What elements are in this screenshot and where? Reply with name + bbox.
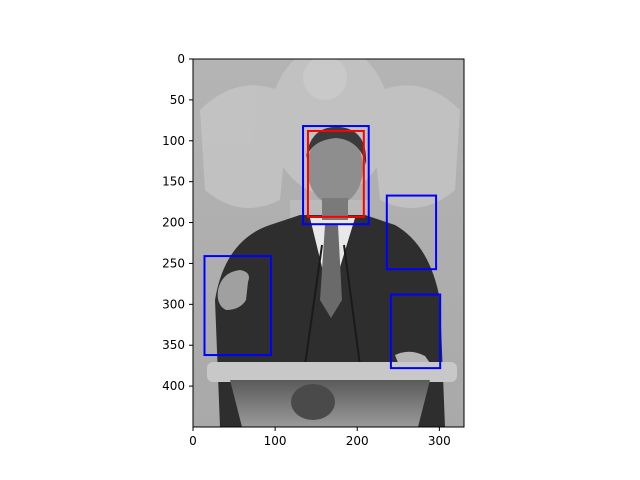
x-tick-label: 300	[428, 434, 451, 448]
x-tick-label: 200	[346, 434, 369, 448]
axis-ticks: 0 100 200 300 0 50 100 150 200 250 300 350 400	[162, 52, 451, 448]
raised-hand	[217, 270, 249, 310]
bounding-box-face-red	[306, 129, 365, 218]
y-tick-label: 100	[162, 134, 185, 148]
x-tick-label: 100	[264, 434, 287, 448]
bounding-box-right-hand-blue	[389, 293, 442, 370]
speaker-photo	[193, 59, 464, 427]
axes-frame	[192, 58, 465, 428]
bounding-box-right-blue	[385, 194, 438, 271]
y-tick-label: 200	[162, 216, 185, 230]
y-tick-label: 50	[170, 93, 185, 107]
podium	[207, 362, 457, 427]
bounding-box-head-blue	[302, 125, 370, 226]
bounding-box-left-hand-blue	[203, 255, 273, 357]
x-tick-label: 0	[189, 434, 197, 448]
eagle-emblem-podium	[291, 384, 335, 420]
y-tick-label: 150	[162, 175, 185, 189]
tie	[320, 225, 342, 318]
head	[307, 131, 363, 205]
y-tick-label: 350	[162, 338, 185, 352]
bounding-boxes	[203, 125, 442, 370]
y-tick-label: 300	[162, 297, 185, 311]
y-tick-label: 0	[177, 52, 185, 66]
y-tick-label: 400	[162, 379, 185, 393]
y-tick-label: 250	[162, 256, 185, 270]
